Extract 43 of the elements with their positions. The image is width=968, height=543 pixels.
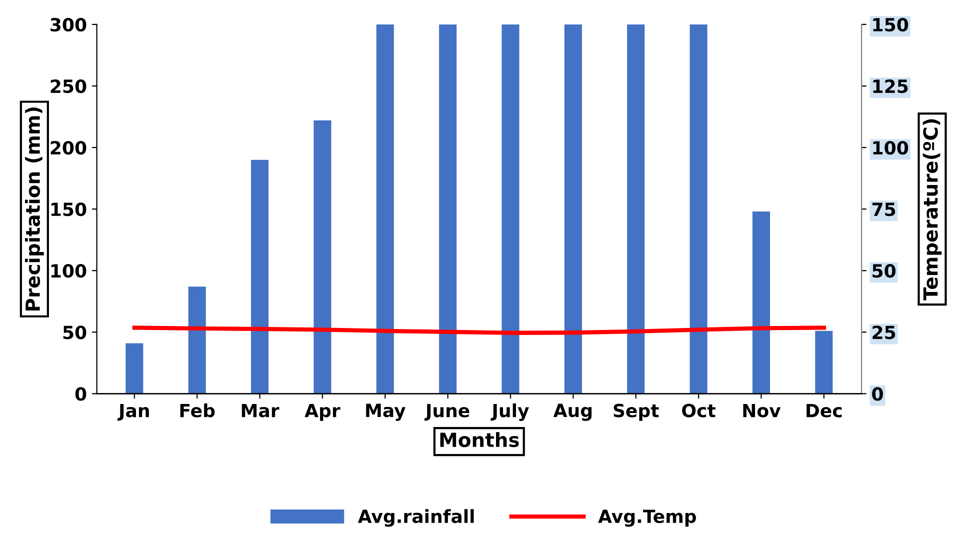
bar bbox=[502, 24, 520, 394]
x-tick-label: Dec bbox=[806, 404, 842, 418]
y2-tick-label: 100 bbox=[873, 140, 908, 155]
x-tick-label: Aug bbox=[553, 404, 592, 421]
y-tick-label: 150 bbox=[51, 202, 86, 216]
x-tick-label: Sept bbox=[614, 404, 659, 421]
x-tick-label: July bbox=[490, 403, 529, 422]
bar bbox=[251, 160, 269, 394]
bar bbox=[126, 343, 144, 394]
y2-tick-label: 75 bbox=[872, 202, 896, 216]
x-tick-label: Oct bbox=[682, 404, 716, 418]
y-tick-label: 200 bbox=[50, 140, 86, 155]
y-axis-title: Precipitation (mm) bbox=[25, 108, 44, 310]
x-axis-title: Months bbox=[440, 432, 519, 448]
y2-axis-title: Temperature(ºC) bbox=[922, 119, 942, 300]
bar bbox=[188, 286, 206, 394]
y2-tick-label: 0 bbox=[872, 387, 883, 401]
y2-tick-label: 125 bbox=[873, 79, 908, 94]
legend-label: Avg.rainfall bbox=[358, 509, 474, 527]
y2-tick-label: 150 bbox=[873, 18, 908, 32]
x-tick-label: June bbox=[424, 404, 470, 421]
y-tick-label: 300 bbox=[50, 18, 86, 32]
bar bbox=[314, 120, 332, 394]
y-tick-label: 250 bbox=[50, 79, 86, 94]
y-tick-label: 100 bbox=[51, 264, 86, 278]
legend-label: Avg.Temp bbox=[598, 510, 696, 527]
x-tick-label: Apr bbox=[304, 404, 340, 421]
bar bbox=[752, 212, 770, 394]
bar bbox=[815, 330, 833, 394]
y-tick-label: 50 bbox=[63, 326, 86, 340]
bar bbox=[564, 24, 582, 394]
y2-tick-label: 50 bbox=[872, 264, 896, 278]
x-tick-label: May bbox=[366, 404, 406, 421]
x-tick-label: Mar bbox=[242, 404, 280, 418]
x-tick-label: Nov bbox=[743, 404, 781, 418]
bar bbox=[439, 24, 457, 394]
bar bbox=[627, 24, 645, 394]
bar bbox=[690, 24, 708, 394]
x-tick-label: Feb bbox=[180, 403, 215, 418]
y2-tick-label: 25 bbox=[872, 326, 896, 340]
y-tick-label: 0 bbox=[75, 387, 86, 401]
bar bbox=[376, 24, 394, 394]
x-tick-label: Jan bbox=[118, 404, 149, 421]
